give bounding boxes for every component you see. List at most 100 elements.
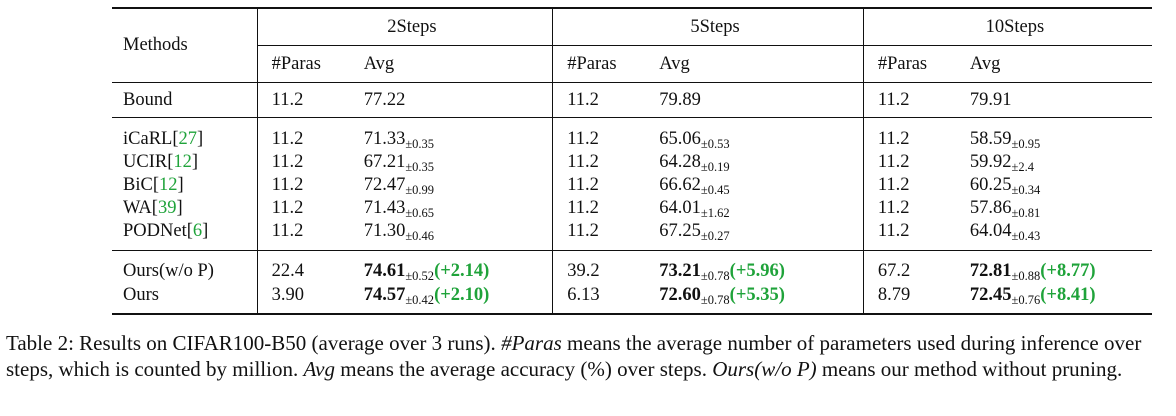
method-name: UCIR[12] (112, 151, 257, 174)
avg-header: Avg (659, 45, 864, 83)
method-label: UCIR (123, 152, 168, 172)
avg-mean: 72.60 (659, 284, 701, 305)
avg-mean: 58.59 (969, 129, 1012, 149)
paras-cell: 11.2 (862, 220, 970, 251)
avg-header: Avg (363, 45, 553, 83)
group-header-5steps: 5Steps (552, 8, 864, 46)
method-label: WA (123, 198, 152, 218)
paras-cell: 11.2 (552, 151, 660, 174)
avg-mean: 66.62 (659, 175, 701, 195)
caption-text: means our method without pruning. (816, 357, 1123, 381)
paras-cell: 39.2 (552, 250, 660, 283)
table-row: iCaRL[27] 11.2 71.33±0.35 11.2 65.06±0.53 11.… (112, 117, 1152, 152)
caption-text: Table 2: Results on CIFAR100-B50 (averag… (6, 331, 502, 355)
citation-bracket: ] (202, 221, 209, 241)
caption-term-paras: #Paras (501, 331, 562, 355)
table-caption: Table 2: Results on CIFAR100-B50 (averag… (6, 330, 1172, 382)
gain-value: (+8.77) (1040, 260, 1096, 281)
avg-cell: 67.21±0.35 (364, 151, 553, 174)
paras-cell: 11.2 (256, 174, 364, 197)
gain-value: (+8.41) (1040, 284, 1096, 305)
avg-cell: 72.60±0.78(+5.35) (659, 283, 863, 313)
avg-cell: 64.04±0.43 (970, 220, 1152, 251)
avg-std: ±0.88 (1011, 268, 1041, 283)
method-name: BiC[12] (112, 174, 257, 197)
avg-cell: 74.57±0.42(+2.10) (364, 283, 553, 313)
citation-bracket: [ (151, 198, 158, 218)
citation-bracket: [ (172, 129, 179, 149)
table-row: BiC[12] 11.2 72.47±0.99 11.2 66.62±0.45 11.2 6… (112, 174, 1152, 197)
paras-cell: 22.4 (256, 250, 364, 283)
gain-value: (+2.10) (434, 284, 490, 305)
avg-mean: 74.61 (363, 260, 406, 281)
results-table: Methods 2Steps 5Steps 10Steps #Paras Avg… (112, 7, 1152, 315)
avg-std: ±0.45 (700, 183, 730, 197)
avg-cell: 64.28±0.19 (659, 151, 863, 174)
paras-cell: 11.2 (256, 197, 364, 220)
citation-bracket: [ (186, 221, 193, 241)
avg-cell: 67.25±0.27 (659, 220, 863, 251)
paras-header: #Paras (862, 45, 970, 83)
avg-mean: 67.25 (659, 221, 701, 241)
citation-bracket: ] (176, 198, 183, 218)
caption-term-avg: Avg (303, 357, 335, 381)
avg-std: ±0.95 (1011, 137, 1041, 151)
avg-mean: 64.04 (969, 221, 1012, 241)
paras-cell: 8.79 (862, 283, 970, 313)
paras-cell: 11.2 (862, 117, 970, 151)
caption-term-ours: Ours(w/o P) (712, 357, 817, 381)
method-label: iCaRL (123, 129, 173, 149)
caption-text: means the average accuracy (%) over step… (334, 357, 713, 381)
paras-cell: 11.2 (862, 82, 970, 118)
avg-cell: 72.47±0.99 (364, 174, 553, 197)
avg-mean: 59.92 (969, 152, 1012, 172)
method-label: PODNet (123, 221, 187, 241)
avg-mean: 67.21 (363, 152, 406, 172)
paras-cell: 11.2 (256, 117, 364, 151)
avg-mean: 65.06 (659, 129, 701, 149)
table-row: Bound 11.2 77.22 11.2 79.89 11.2 79.91 (112, 82, 1152, 118)
paras-cell: 6.13 (552, 283, 660, 313)
avg-std: ±0.52 (405, 268, 435, 283)
citation-link: 6 (192, 221, 203, 241)
avg-cell: 71.30±0.46 (364, 220, 553, 251)
group-header-10steps: 10Steps (862, 8, 1152, 46)
avg-cell: 74.61±0.52(+2.14) (364, 251, 553, 284)
avg-std: ±0.19 (700, 160, 730, 174)
paras-header: #Paras (256, 45, 364, 83)
paras-cell: 11.2 (256, 220, 364, 251)
paras-cell: 11.2 (862, 174, 970, 197)
avg-cell: 65.06±0.53 (659, 118, 863, 151)
avg-mean: 71.33 (363, 129, 406, 149)
avg-std: ±0.42 (405, 292, 435, 307)
paras-cell: 11.2 (256, 151, 364, 174)
table-row: UCIR[12] 11.2 67.21±0.35 11.2 64.28±0.19 11.2… (112, 151, 1152, 174)
avg-mean: 74.57 (363, 284, 406, 305)
paras-cell: 11.2 (862, 197, 970, 220)
avg-cell: 72.45±0.76(+8.41) (970, 283, 1152, 313)
paras-cell: 11.2 (552, 174, 660, 197)
citation-bracket: ] (191, 152, 199, 172)
paras-cell: 11.2 (552, 117, 660, 151)
method-name: iCaRL[27] (112, 118, 257, 152)
avg-cell: 79.89 (659, 89, 701, 110)
avg-cell: 79.91 (969, 89, 1012, 110)
paras-cell: 67.2 (862, 250, 970, 283)
avg-mean: 57.86 (969, 198, 1012, 218)
group-header-2steps: 2Steps (256, 8, 553, 46)
avg-cell: 57.86±0.81 (970, 197, 1152, 220)
avg-cell: 72.81±0.88(+8.77) (970, 251, 1152, 284)
avg-cell: 66.62±0.45 (659, 174, 863, 197)
table-row: WA[39] 11.2 71.43±0.65 11.2 64.01±1.62 11.2 57… (112, 197, 1152, 220)
paras-cell: 3.90 (256, 283, 364, 313)
avg-std: ±0.46 (405, 229, 435, 243)
citation-link: 27 (178, 129, 198, 149)
citation-bracket: [ (152, 175, 159, 195)
avg-std: ±0.76 (1011, 292, 1041, 307)
avg-std: ±0.81 (1011, 206, 1041, 220)
caption-text: means the average number of parameters u… (6, 331, 1142, 381)
avg-cell: 58.59±0.95 (969, 118, 1152, 151)
avg-mean: 64.01 (659, 198, 701, 218)
avg-std: ±0.35 (405, 137, 435, 151)
table-row: PODNet[6] 11.2 71.30±0.46 11.2 67.25±0.27 11.… (112, 220, 1152, 251)
